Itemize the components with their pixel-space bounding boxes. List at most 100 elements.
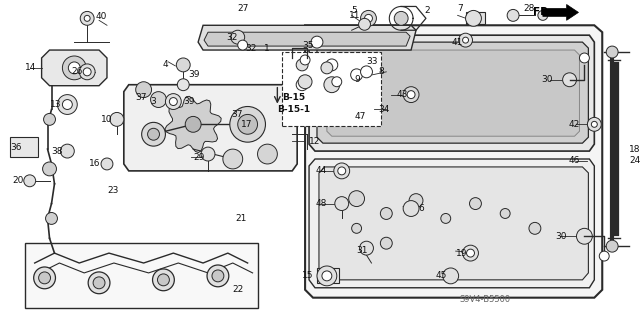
Circle shape: [296, 79, 308, 91]
Circle shape: [324, 77, 340, 93]
Circle shape: [599, 251, 609, 261]
Circle shape: [223, 149, 243, 169]
Bar: [25, 243, 257, 308]
Text: 47: 47: [355, 112, 366, 121]
Circle shape: [170, 98, 177, 106]
Bar: [282, 52, 381, 126]
Text: 8: 8: [378, 67, 384, 76]
Text: 27: 27: [237, 4, 248, 13]
Text: 38: 38: [51, 146, 63, 156]
Text: 32: 32: [226, 33, 237, 42]
Text: 17: 17: [241, 120, 253, 129]
Polygon shape: [543, 4, 579, 20]
Circle shape: [63, 56, 86, 80]
Circle shape: [88, 272, 110, 294]
Polygon shape: [305, 25, 602, 298]
Circle shape: [93, 277, 105, 289]
Circle shape: [80, 11, 94, 25]
Text: 15: 15: [301, 271, 313, 280]
Circle shape: [148, 128, 159, 140]
Text: S9V4-B5500: S9V4-B5500: [460, 295, 511, 304]
Circle shape: [101, 158, 113, 170]
Text: 10: 10: [101, 115, 113, 124]
Circle shape: [443, 268, 459, 284]
Circle shape: [231, 30, 244, 44]
Circle shape: [136, 82, 152, 98]
Text: 13: 13: [49, 100, 61, 109]
Polygon shape: [317, 42, 588, 143]
Circle shape: [58, 95, 77, 115]
Circle shape: [538, 11, 548, 20]
Text: 28: 28: [523, 4, 534, 13]
Circle shape: [296, 59, 308, 71]
Circle shape: [326, 59, 338, 71]
Bar: [465, 12, 485, 24]
Circle shape: [529, 222, 541, 234]
Text: 36: 36: [10, 143, 21, 152]
Circle shape: [360, 11, 376, 26]
Circle shape: [300, 55, 310, 65]
Circle shape: [579, 53, 589, 63]
Text: 9: 9: [355, 75, 360, 84]
Text: 6: 6: [418, 204, 424, 213]
Text: 45: 45: [436, 271, 447, 280]
Text: 30: 30: [555, 232, 566, 241]
Text: 11: 11: [349, 11, 360, 20]
Polygon shape: [198, 25, 416, 50]
Text: 41: 41: [452, 38, 463, 47]
Circle shape: [588, 117, 601, 131]
Circle shape: [207, 265, 229, 287]
Text: 2: 2: [424, 6, 429, 15]
Circle shape: [403, 87, 419, 102]
Text: 34: 34: [378, 105, 390, 114]
Circle shape: [409, 194, 423, 208]
Circle shape: [463, 245, 479, 261]
Ellipse shape: [255, 115, 276, 133]
Circle shape: [185, 116, 201, 132]
Circle shape: [63, 100, 72, 109]
Circle shape: [563, 73, 577, 87]
Text: 30: 30: [541, 75, 553, 84]
Polygon shape: [124, 85, 297, 171]
Circle shape: [467, 249, 474, 257]
Circle shape: [321, 62, 333, 74]
Text: 22: 22: [233, 285, 244, 294]
Circle shape: [298, 75, 312, 89]
Circle shape: [141, 122, 165, 146]
Circle shape: [500, 209, 510, 219]
Text: 19: 19: [456, 249, 467, 258]
Circle shape: [322, 271, 332, 281]
Text: 37: 37: [231, 110, 243, 119]
Circle shape: [79, 64, 95, 80]
Circle shape: [44, 114, 56, 125]
Text: 39: 39: [183, 97, 195, 106]
Text: 42: 42: [568, 120, 579, 129]
Circle shape: [360, 241, 373, 255]
Circle shape: [24, 175, 36, 187]
Text: 12: 12: [309, 137, 321, 146]
Circle shape: [43, 162, 56, 176]
Text: 16: 16: [89, 160, 100, 168]
Circle shape: [577, 228, 593, 244]
Circle shape: [237, 40, 248, 50]
Circle shape: [394, 11, 408, 25]
Circle shape: [338, 167, 346, 175]
Circle shape: [34, 267, 56, 289]
Text: 7: 7: [458, 4, 463, 13]
Bar: [317, 268, 339, 283]
Text: 23: 23: [107, 186, 118, 195]
Circle shape: [334, 163, 349, 179]
Circle shape: [157, 274, 170, 286]
Circle shape: [360, 66, 372, 78]
Text: 33: 33: [367, 57, 378, 66]
Polygon shape: [309, 35, 595, 151]
Text: B-15-1: B-15-1: [277, 105, 310, 114]
Circle shape: [606, 46, 618, 58]
Text: 39: 39: [188, 70, 200, 79]
Circle shape: [212, 270, 224, 282]
Text: 48: 48: [316, 199, 327, 208]
Circle shape: [591, 121, 597, 127]
Text: 18: 18: [629, 145, 640, 154]
Circle shape: [335, 197, 349, 211]
Circle shape: [38, 272, 51, 284]
